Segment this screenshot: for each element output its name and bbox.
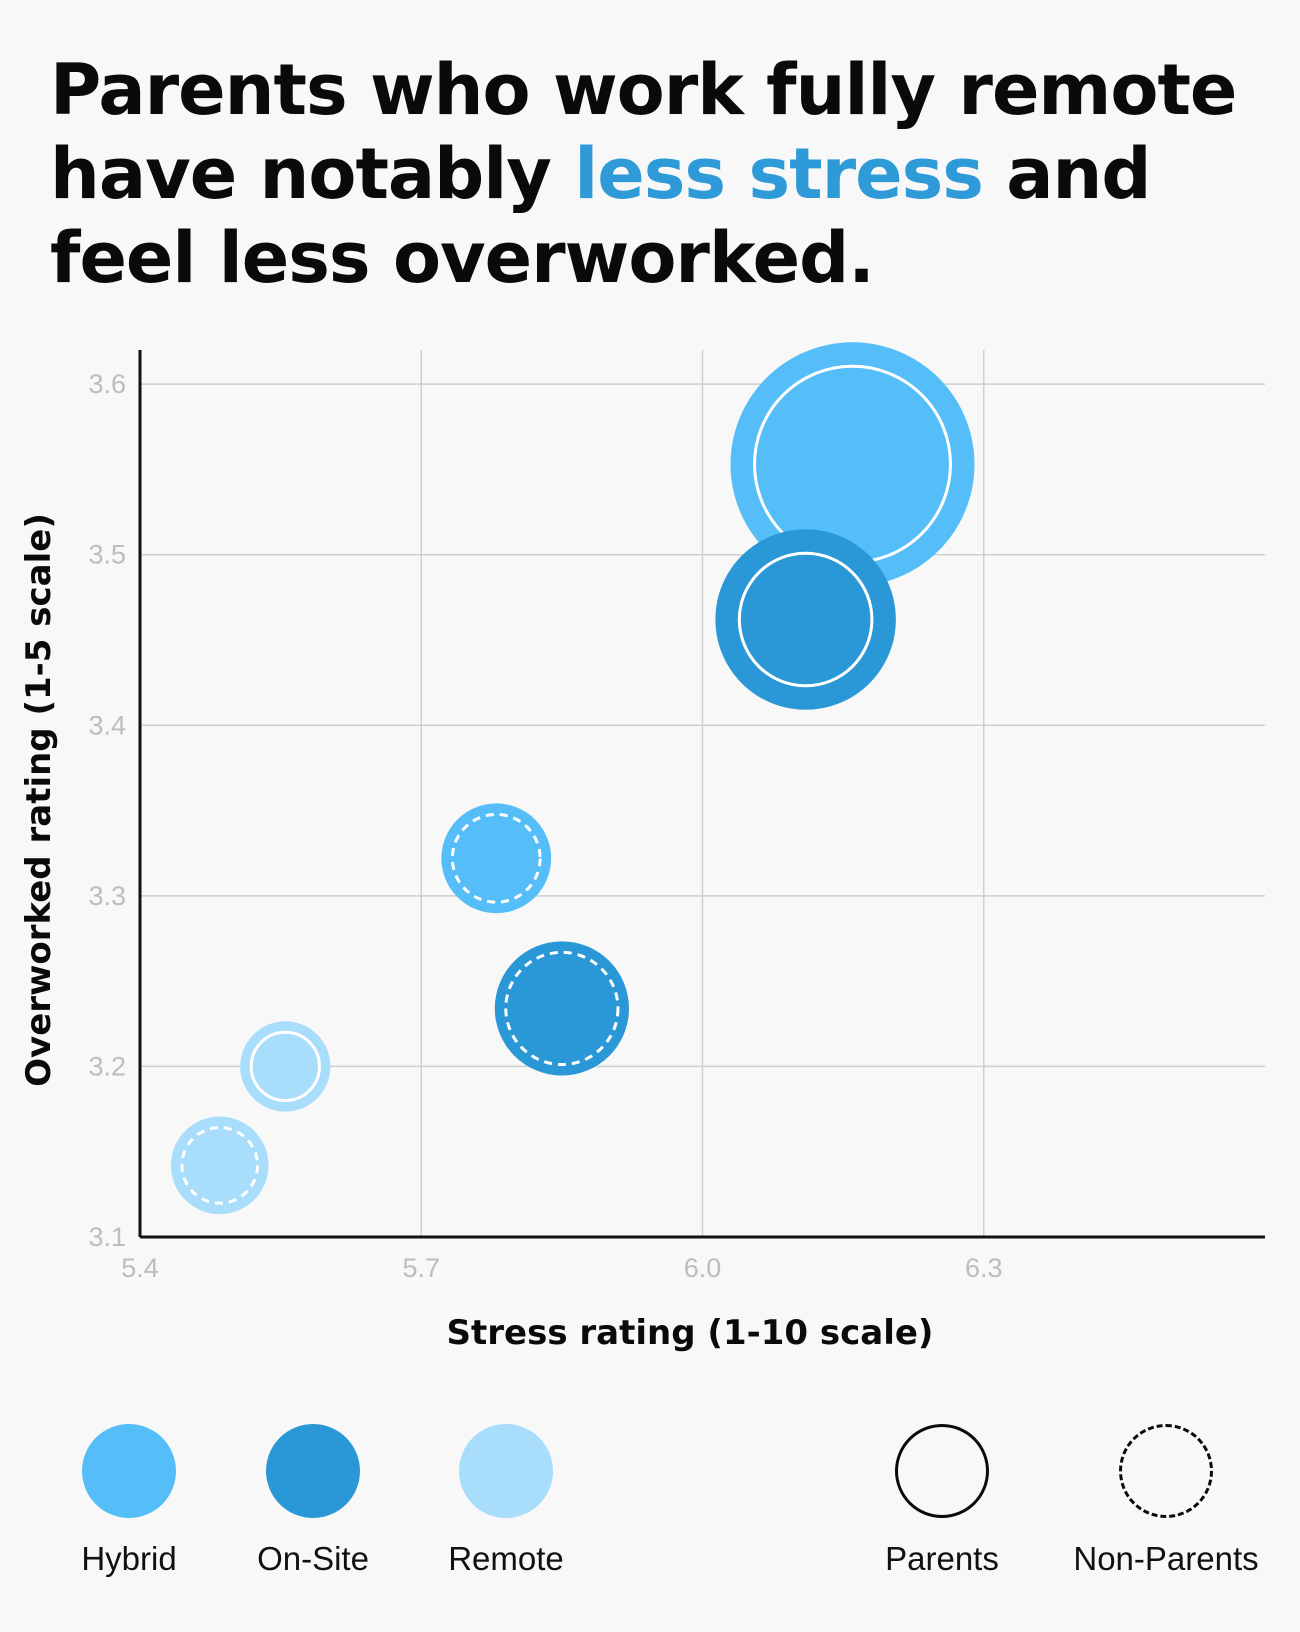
bubble-hybrid-non-parents bbox=[441, 803, 552, 914]
bubble-dashed-ring bbox=[450, 812, 542, 904]
x-tick-labels: 5.4 5.7 6.0 6.3 bbox=[121, 1253, 1002, 1283]
y-tick-label: 3.4 bbox=[88, 710, 126, 740]
legend-onsite: On-Site bbox=[243, 1424, 383, 1578]
legend-parents: Parents bbox=[872, 1424, 1012, 1578]
y-tick-label: 3.6 bbox=[88, 369, 126, 399]
bubble-fill bbox=[441, 803, 552, 914]
bubble-fill bbox=[494, 941, 629, 1076]
legend-onsite-label: On-Site bbox=[257, 1540, 369, 1577]
legend-onsite-swatch bbox=[266, 1424, 360, 1518]
y-tick-label: 3.2 bbox=[88, 1051, 126, 1081]
bubble-onsite-parents bbox=[715, 529, 896, 710]
bubble-fill bbox=[170, 1116, 269, 1215]
y-tick-label: 3.1 bbox=[88, 1222, 126, 1252]
y-tick-labels: 3.1 3.2 3.3 3.4 3.5 3.6 bbox=[88, 369, 126, 1252]
headline-highlight: less stress bbox=[574, 133, 984, 215]
x-tick-label: 6.3 bbox=[965, 1253, 1003, 1283]
bubble-remote-non-parents bbox=[170, 1116, 269, 1215]
legend-non-parents-label: Non-Parents bbox=[1073, 1540, 1259, 1577]
y-tick-label: 3.5 bbox=[88, 540, 126, 570]
legend-remote-swatch bbox=[459, 1424, 553, 1518]
bubble-chart: 5.4 5.7 6.0 6.3 3.1 3.2 3.3 3.4 3.5 3.6 Stress r… bbox=[19, 342, 1265, 1353]
y-axis-title: Overworked rating (1-5 scale) bbox=[19, 513, 59, 1087]
legend-non-parents-swatch bbox=[1119, 1424, 1213, 1518]
legend-non-parents: Non-Parents bbox=[1061, 1424, 1271, 1578]
legend-hybrid-swatch bbox=[82, 1424, 176, 1518]
legend-hybrid-label: Hybrid bbox=[81, 1540, 177, 1577]
x-tick-label: 6.0 bbox=[684, 1253, 722, 1283]
legend-remote-label: Remote bbox=[448, 1540, 564, 1577]
bubble-solid-ring bbox=[249, 1030, 321, 1103]
legend-remote: Remote bbox=[436, 1424, 576, 1578]
bubble-remote-parents bbox=[240, 1021, 331, 1112]
headline-part-2: and feel less overworked. bbox=[50, 133, 1151, 299]
legend-parents-swatch bbox=[895, 1424, 989, 1518]
bubble-fill bbox=[240, 1021, 331, 1112]
legend-hybrid: Hybrid bbox=[69, 1424, 189, 1578]
legend-parents-label: Parents bbox=[885, 1540, 999, 1577]
bubbles bbox=[170, 342, 975, 1215]
chart-headline: Parents who work fully remote have notab… bbox=[50, 48, 1270, 300]
bubble-dashed-ring bbox=[504, 950, 620, 1067]
x-tick-label: 5.7 bbox=[402, 1253, 440, 1283]
x-tick-label: 5.4 bbox=[121, 1253, 159, 1283]
x-axis-title: Stress rating (1-10 scale) bbox=[447, 1313, 934, 1353]
bubble-fill bbox=[715, 529, 896, 710]
headline-part-1: Parents who work fully remote have notab… bbox=[50, 49, 1237, 215]
bubble-onsite-non-parents bbox=[494, 941, 629, 1076]
bubble-fill bbox=[730, 342, 975, 587]
bubble-dashed-ring bbox=[180, 1126, 259, 1205]
bubble-solid-ring bbox=[737, 551, 874, 688]
y-tick-label: 3.3 bbox=[88, 881, 126, 911]
